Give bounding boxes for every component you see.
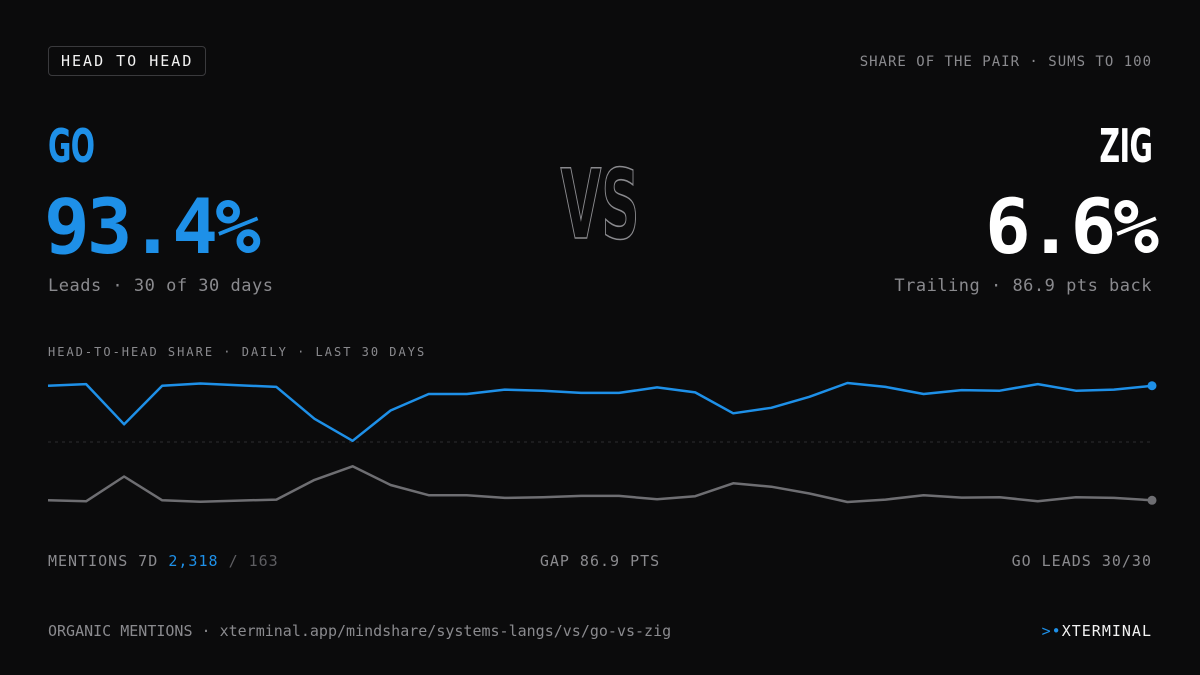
source-label: ORGANIC MENTIONS xyxy=(48,622,193,640)
chart-label: HEAD-TO-HEAD SHARE · DAILY · LAST 30 DAY… xyxy=(48,345,427,359)
share-line-chart xyxy=(47,381,1157,505)
right-contender-subtitle: Trailing · 86.9 pts back xyxy=(894,276,1152,296)
mentions-zig: 163 xyxy=(248,552,279,570)
source-sep: · xyxy=(201,622,211,640)
vs-mark: VS xyxy=(560,150,640,250)
mentions-stat: MENTIONS 7D 2,318 / 163 xyxy=(48,552,279,570)
share-note: SHARE OF THE PAIR · SUMS TO 100 xyxy=(859,54,1152,70)
footer-source: ORGANIC MENTIONS · xterminal.app/mindsha… xyxy=(48,622,671,640)
source-url-link[interactable]: xterminal.app/mindshare/systems-langs/vs… xyxy=(219,622,672,640)
mentions-label: MENTIONS 7D xyxy=(48,552,159,570)
mentions-go: 2,318 xyxy=(168,552,219,570)
zig-series-line xyxy=(47,465,1153,504)
left-contender-name: GO xyxy=(48,119,95,173)
brand-name: XTERMINAL xyxy=(1061,622,1152,640)
go-endpoint xyxy=(1147,381,1157,391)
right-contender-name: ZIG xyxy=(1099,119,1152,173)
head-to-head-badge: HEAD TO HEAD xyxy=(48,46,207,76)
brand-logo[interactable]: >•XTERMINAL xyxy=(1042,622,1152,640)
go-series-line xyxy=(47,381,1153,443)
terminal-prompt-icon: >• xyxy=(1041,622,1062,640)
left-contender-percent: 93.4% xyxy=(44,182,261,271)
left-contender-subtitle: Leads · 30 of 30 days xyxy=(48,276,274,296)
leads-stat: GO LEADS 30/30 xyxy=(1011,552,1152,570)
vs-text: VS xyxy=(561,150,640,250)
mentions-sep: / xyxy=(228,552,239,570)
right-contender-percent: 6.6% xyxy=(984,182,1159,271)
gap-stat: GAP 86.9 PTS xyxy=(539,552,661,570)
zig-endpoint xyxy=(1147,495,1157,505)
